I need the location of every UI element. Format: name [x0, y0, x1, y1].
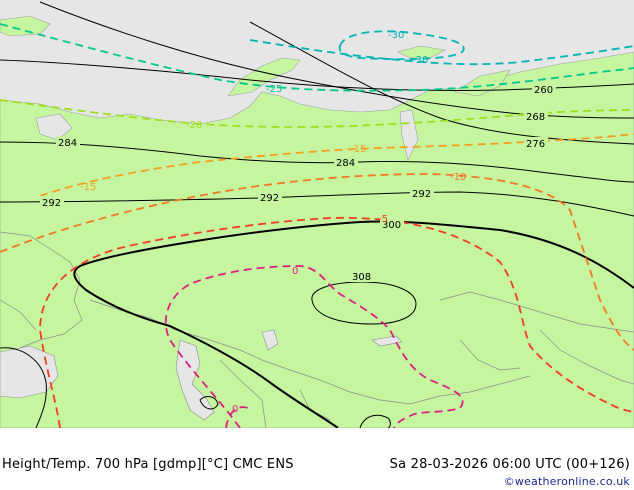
caspian-sea [175, 339, 215, 421]
temp-label-minus30: -30 [412, 55, 428, 66]
temperature-isotherms [0, 23, 634, 428]
credit-link[interactable]: ©weatheronline.co.uk [503, 475, 630, 488]
map-title: Height/Temp. 700 hPa [gdmp][°C] CMC ENS [2, 457, 294, 472]
contour-bottom-left [0, 347, 47, 428]
isotherm-minus5 [39, 216, 634, 428]
height-label-292-west: 292 [42, 198, 61, 209]
black-sea [0, 345, 59, 399]
temp-label-minus20: -20 [186, 120, 202, 131]
temp-label-zero-south: 0 [232, 404, 238, 415]
temp-label-minus30-ring: -30 [388, 30, 404, 41]
temp-label-zero: 0 [292, 266, 298, 277]
contour-300 [73, 220, 634, 428]
contour-260 [0, 59, 634, 92]
isotherm-minus20 [0, 99, 634, 128]
height-label-292-east: 292 [412, 189, 431, 200]
weather-map: 260 268 276 284 284 292 292 292 300 308 … [0, 0, 634, 428]
contour-308 [311, 281, 417, 325]
contour-292 [0, 191, 634, 217]
height-label-276: 276 [526, 139, 545, 150]
island-north [397, 45, 446, 59]
height-label-308: 308 [352, 272, 371, 283]
contour-bottom-right [359, 414, 391, 428]
peninsula-taimyr [454, 69, 511, 97]
height-label-284-east: 284 [336, 158, 355, 169]
lake-balkhash [371, 335, 403, 347]
height-label-300: 300 [382, 220, 401, 231]
height-label-260: 260 [534, 85, 553, 96]
temp-label-minus10: -10 [450, 172, 466, 183]
isotherm-zero [164, 265, 464, 428]
aral-sea [261, 329, 279, 351]
height-label-284-west: 284 [58, 138, 77, 149]
forecast-datetime: Sa 28-03-2026 06:00 UTC (00+126) [389, 457, 630, 472]
temp-label-minus15-west: -15 [80, 182, 96, 193]
isotherm-minus25 [0, 23, 634, 92]
isotherm-minus30 [249, 39, 634, 66]
island-novaya-zemlya [227, 57, 301, 97]
height-labels: 260 268 276 284 284 292 292 292 300 308 [40, 83, 556, 283]
height-label-292-mid: 292 [260, 193, 279, 204]
white-sea [35, 113, 73, 141]
isotherm-zero-small [225, 406, 249, 428]
temperature-labels: -30 -30 -25 -20 -15 -15 -10 -5 0 0 [80, 30, 466, 415]
map-footer: Height/Temp. 700 hPa [gdmp][°C] CMC ENS … [0, 428, 634, 490]
height-label-268: 268 [526, 112, 545, 123]
temp-label-minus25: -25 [266, 84, 282, 95]
isotherm-minus15 [39, 133, 634, 197]
temp-label-minus15-east: -15 [350, 144, 366, 155]
temp-label-minus5: -5 [378, 214, 388, 225]
land-area [0, 51, 634, 428]
contour-bottom-mid [199, 396, 219, 410]
isotherm-minus30-ring [338, 30, 465, 60]
